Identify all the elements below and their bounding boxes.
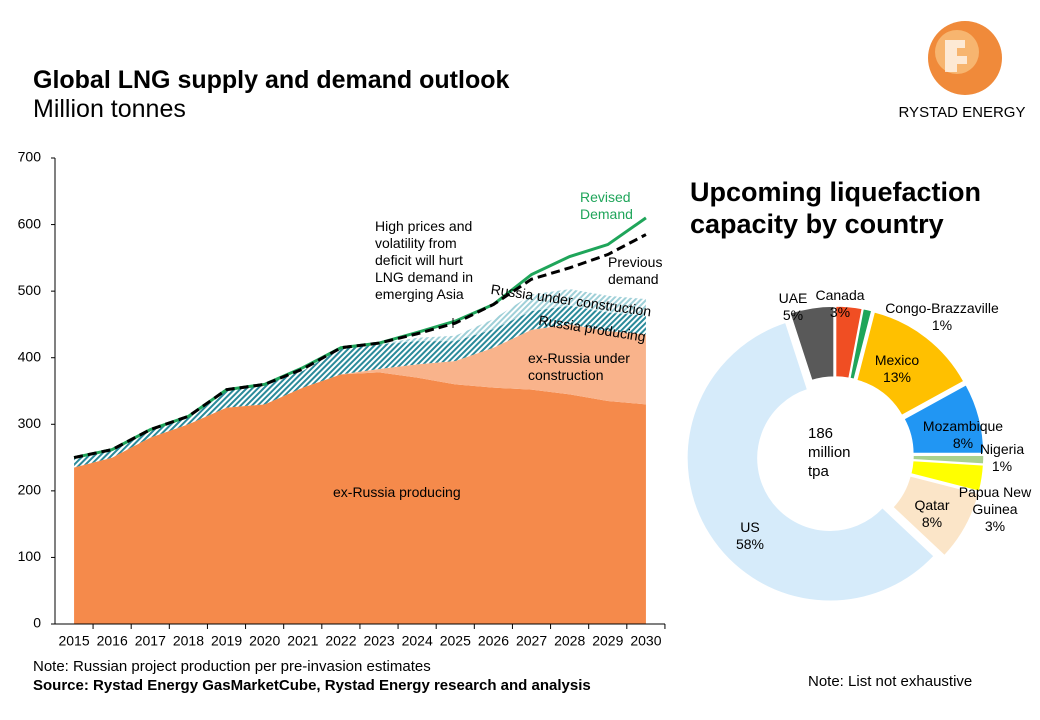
donut-slice — [912, 454, 985, 465]
slice-value: 13% — [882, 369, 912, 385]
x-tick-label: 2021 — [287, 633, 318, 649]
series-label: Previous demand — [608, 254, 663, 287]
donut-slice — [909, 459, 985, 493]
y-tick-label: 100 — [18, 548, 42, 564]
x-tick-label: 2022 — [325, 633, 356, 649]
y-tick-label: 200 — [18, 482, 42, 498]
y-tick-label: 500 — [18, 282, 42, 298]
slice-label: Qatar 8% — [897, 497, 967, 531]
slice-value: 3% — [984, 518, 1006, 534]
slice-value: 1% — [931, 317, 953, 333]
slice-value: 8% — [921, 514, 943, 530]
slice-value: 8% — [952, 435, 974, 451]
slice-label: Papua New Guinea 3% — [945, 484, 1040, 535]
slice-name: Mexico — [874, 352, 920, 368]
slice-value: 3% — [829, 304, 851, 320]
area — [74, 372, 646, 624]
chart-title: Global LNG supply and demand outlook — [33, 66, 510, 94]
slice-name: US — [740, 519, 760, 535]
slice-label: UAE 5% — [765, 290, 821, 324]
slice-label: Congo-Brazzaville 1% — [872, 300, 1012, 334]
annotation: High prices and volatility from deficit … — [375, 218, 474, 302]
donut-slice — [902, 383, 985, 455]
y-tick-label: 600 — [18, 215, 42, 231]
area — [74, 289, 646, 458]
slice-name: Qatar — [914, 497, 950, 513]
donut-slice — [686, 321, 936, 602]
x-tick-label: 2020 — [249, 633, 280, 649]
logo-text: RYSTAD ENERGY — [899, 104, 1026, 121]
donut-slice — [855, 310, 966, 417]
line — [73, 233, 647, 460]
logo-mark — [945, 40, 967, 72]
center-label: 186 million tpa — [808, 424, 851, 481]
x-tick-label: 2029 — [592, 633, 623, 649]
area — [74, 305, 646, 468]
y-tick-label: 300 — [18, 415, 42, 431]
x-tick-label: 2026 — [478, 633, 509, 649]
slice-name: UAE — [778, 290, 808, 306]
chart-title: Upcoming liquefaction capacity by countr… — [690, 177, 982, 239]
series-label: ex-Russia producing — [333, 484, 461, 500]
series-label: ex-Russia under construction — [528, 350, 630, 383]
center-label-line: tpa — [808, 463, 829, 480]
x-tick-label: 2018 — [173, 633, 204, 649]
chart-subtitle: Million tonnes — [33, 95, 186, 123]
slice-name: Congo-Brazzaville — [885, 300, 999, 316]
area — [74, 324, 646, 468]
slice-name: Papua New Guinea — [958, 484, 1032, 517]
series-label: Revised Demand — [580, 189, 633, 222]
logo: RYSTAD ENERGY — [899, 21, 1026, 121]
donut-slice — [788, 305, 835, 382]
x-tick-label: 2019 — [211, 633, 242, 649]
slice-value: 58% — [735, 536, 765, 552]
x-tick-label: 2023 — [363, 633, 394, 649]
center-label-line: 186 — [808, 425, 834, 442]
donut-slice — [834, 305, 864, 380]
y-tick-label: 400 — [18, 348, 42, 364]
x-tick-label: 2027 — [516, 633, 547, 649]
slice-value: 1% — [991, 458, 1013, 474]
donut-slice — [848, 307, 873, 381]
slice-name: Mozambique — [922, 418, 1004, 434]
x-tick-label: 2028 — [554, 633, 585, 649]
slice-label: Mozambique 8% — [918, 418, 1008, 452]
slice-name: Canada — [815, 287, 865, 303]
note: Note: Russian project production per pre… — [33, 658, 431, 675]
x-tick-label: 2030 — [630, 633, 661, 649]
slice-name: Nigeria — [979, 441, 1025, 457]
x-tick-label: 2024 — [402, 633, 433, 649]
donut-slice — [891, 474, 980, 557]
y-tick-label: 700 — [18, 149, 42, 165]
x-tick-label: 2017 — [135, 633, 166, 649]
x-tick-label: 2016 — [97, 633, 128, 649]
x-tick-label: 2025 — [440, 633, 471, 649]
slice-label: Mexico 13% — [862, 352, 932, 386]
source: Source: Rystad Energy GasMarketCube, Rys… — [33, 677, 591, 694]
slice-value: 5% — [782, 307, 804, 323]
note: Note: List not exhaustive — [808, 673, 973, 690]
slice-label: US 58% — [720, 519, 780, 553]
x-tick-label: 2015 — [58, 633, 89, 649]
y-tick-label: 0 — [33, 615, 41, 631]
slice-label: Canada 3% — [812, 287, 868, 321]
center-label-line: million — [808, 444, 851, 461]
slice-label: Nigeria 1% — [972, 441, 1032, 475]
